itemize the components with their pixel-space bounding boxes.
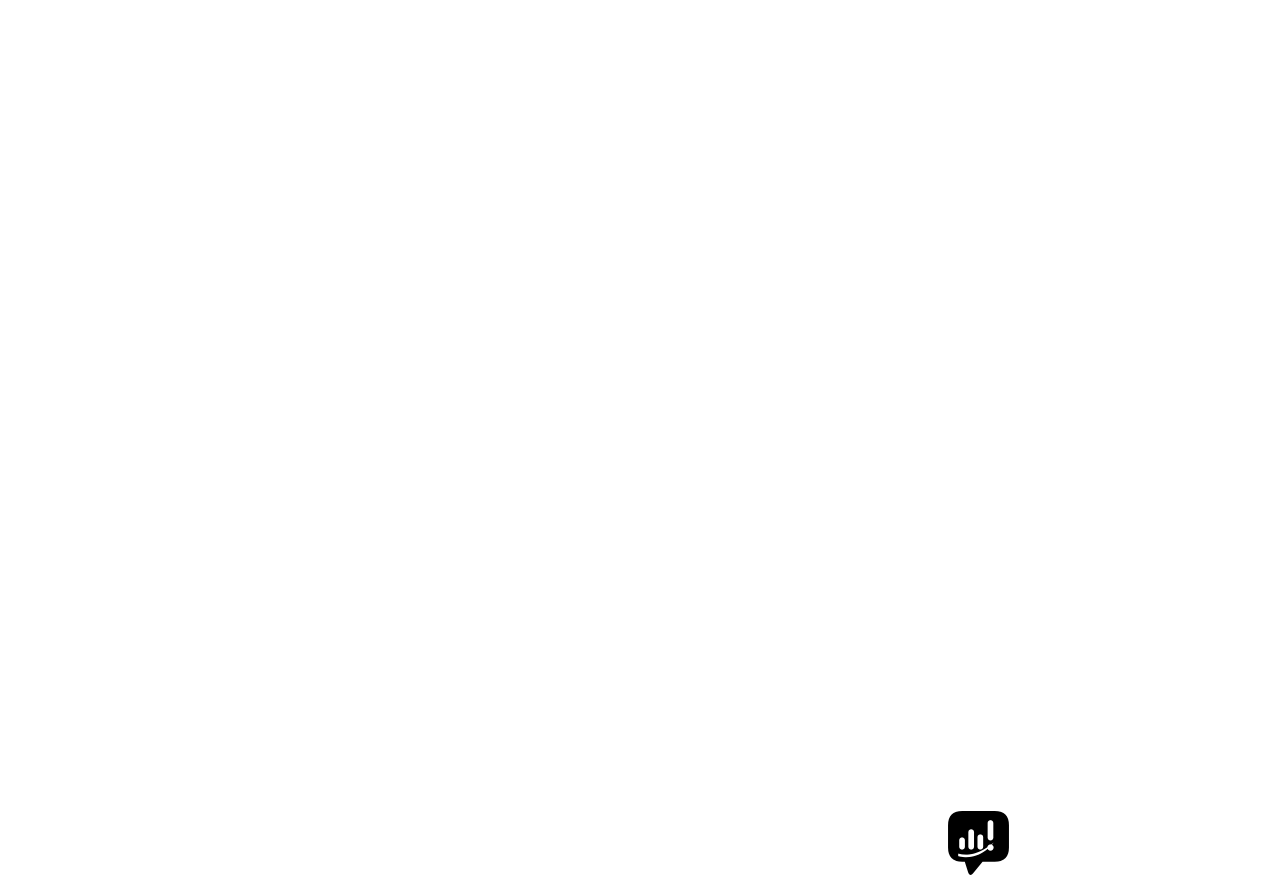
newsworthy-logo bbox=[948, 810, 1022, 878]
newsworthy-logo-icon bbox=[948, 811, 1009, 877]
